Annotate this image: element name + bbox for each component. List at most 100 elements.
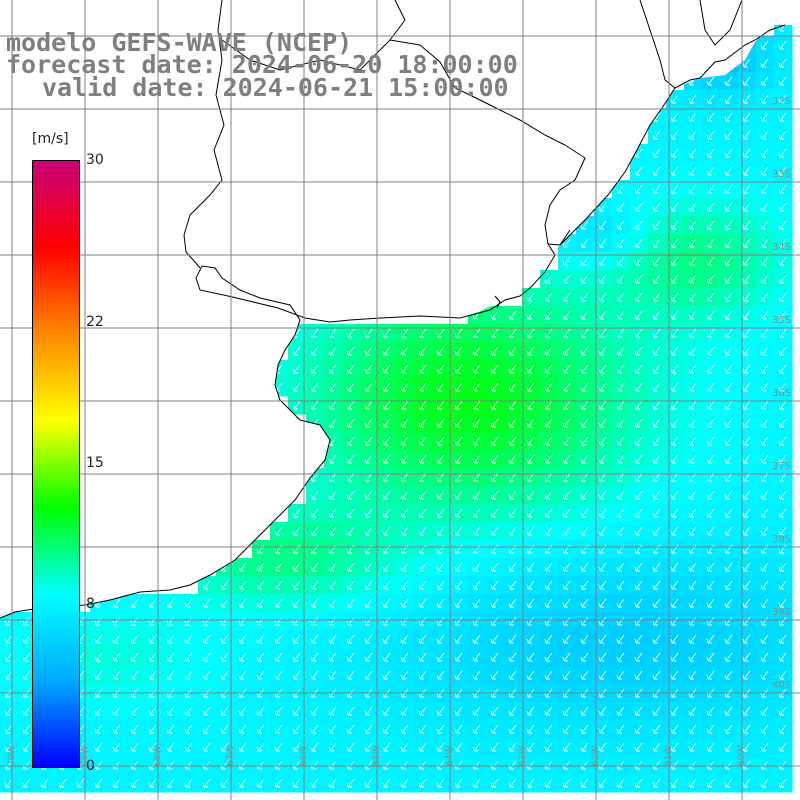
wind-arrow bbox=[418, 526, 427, 536]
wind-arrow bbox=[490, 454, 499, 464]
wind-arrow bbox=[688, 526, 697, 536]
wind-arrow bbox=[238, 616, 247, 626]
wind-arrow bbox=[148, 652, 157, 662]
wind-arrow bbox=[274, 778, 283, 788]
wind-arrow bbox=[760, 526, 769, 536]
wind-arrow bbox=[742, 184, 751, 194]
wind-arrow bbox=[778, 382, 787, 392]
wind-arrow bbox=[472, 346, 481, 356]
wind-arrow bbox=[202, 742, 211, 752]
land-mass bbox=[0, 0, 800, 618]
wind-arrow bbox=[670, 508, 679, 518]
wind-arrow bbox=[580, 274, 589, 284]
wind-arrow bbox=[760, 706, 769, 716]
wind-arrow bbox=[256, 580, 265, 590]
wind-arrow bbox=[634, 328, 643, 338]
wind-arrow bbox=[310, 562, 319, 572]
wind-arrow bbox=[526, 382, 535, 392]
wind-arrow bbox=[328, 346, 337, 356]
wind-arrow bbox=[742, 598, 751, 608]
wind-arrow bbox=[346, 418, 355, 428]
wind-arrow bbox=[670, 346, 679, 356]
wind-arrow bbox=[706, 598, 715, 608]
wind-arrow bbox=[22, 616, 31, 626]
wind-arrow bbox=[292, 562, 301, 572]
valid-date: valid date: 2024-06-21 15:00:00 bbox=[42, 73, 509, 102]
latitude-label: 37S bbox=[772, 461, 791, 472]
wind-arrow bbox=[634, 526, 643, 536]
wind-arrow bbox=[454, 742, 463, 752]
wind-arrow bbox=[778, 58, 787, 68]
wind-arrow bbox=[148, 634, 157, 644]
wind-arrow bbox=[706, 148, 715, 158]
wind-arrow bbox=[562, 616, 571, 626]
wind-arrow bbox=[346, 346, 355, 356]
wind-arrow bbox=[490, 382, 499, 392]
wind-arrow bbox=[400, 562, 409, 572]
wind-arrow bbox=[418, 670, 427, 680]
wind-arrow bbox=[688, 580, 697, 590]
wind-arrow bbox=[382, 706, 391, 716]
wind-arrow bbox=[112, 706, 121, 716]
wind-arrow bbox=[328, 526, 337, 536]
wind-arrow bbox=[310, 490, 319, 500]
wind-arrow bbox=[184, 670, 193, 680]
wind-arrow bbox=[400, 454, 409, 464]
wind-arrow bbox=[310, 346, 319, 356]
wind-arrow bbox=[148, 598, 157, 608]
wind-arrow bbox=[508, 328, 517, 338]
wind-arrow bbox=[634, 616, 643, 626]
wind-arrow bbox=[364, 526, 373, 536]
wind-arrow bbox=[598, 346, 607, 356]
wind-arrow bbox=[760, 184, 769, 194]
wind-arrow bbox=[778, 112, 787, 122]
wind-arrow bbox=[490, 364, 499, 374]
wind-arrow bbox=[688, 130, 697, 140]
wind-arrow bbox=[634, 598, 643, 608]
wind-arrow bbox=[526, 490, 535, 500]
wind-arrow bbox=[670, 778, 679, 788]
wind-arrow bbox=[508, 418, 517, 428]
wind-arrow bbox=[706, 742, 715, 752]
wind-arrow bbox=[778, 202, 787, 212]
wind-arrow bbox=[400, 364, 409, 374]
wind-arrow bbox=[310, 616, 319, 626]
wind-arrow bbox=[598, 670, 607, 680]
wind-arrow bbox=[634, 508, 643, 518]
wind-arrow bbox=[616, 256, 625, 266]
wind-arrow bbox=[418, 580, 427, 590]
wind-arrow bbox=[634, 418, 643, 428]
wind-arrow bbox=[580, 346, 589, 356]
wind-arrow bbox=[364, 562, 373, 572]
wind-arrow bbox=[418, 634, 427, 644]
wind-arrow bbox=[706, 364, 715, 374]
wind-arrow bbox=[670, 184, 679, 194]
wind-arrow bbox=[724, 724, 733, 734]
wind-arrow bbox=[724, 562, 733, 572]
wind-arrow bbox=[760, 634, 769, 644]
wind-arrow bbox=[670, 490, 679, 500]
wind-arrow bbox=[760, 292, 769, 302]
wind-arrow bbox=[436, 346, 445, 356]
wind-arrow bbox=[454, 616, 463, 626]
wind-arrow bbox=[760, 166, 769, 176]
wind-arrow bbox=[778, 238, 787, 248]
wind-arrow bbox=[616, 418, 625, 428]
wind-arrow bbox=[760, 616, 769, 626]
wind-arrow bbox=[778, 778, 787, 788]
wind-arrow bbox=[346, 562, 355, 572]
legend-tick-30: 30 bbox=[86, 152, 104, 168]
wind-arrow bbox=[598, 382, 607, 392]
wind-arrow bbox=[544, 562, 553, 572]
wind-arrow bbox=[508, 544, 517, 554]
wind-arrow bbox=[670, 310, 679, 320]
wind-arrow bbox=[688, 418, 697, 428]
wind-arrow bbox=[706, 634, 715, 644]
wind-arrow bbox=[526, 634, 535, 644]
wind-arrow bbox=[634, 256, 643, 266]
wind-arrow bbox=[778, 724, 787, 734]
wind-arrow bbox=[328, 616, 337, 626]
wind-arrow bbox=[274, 580, 283, 590]
wind-arrow bbox=[328, 706, 337, 716]
wind-arrow bbox=[4, 724, 13, 734]
